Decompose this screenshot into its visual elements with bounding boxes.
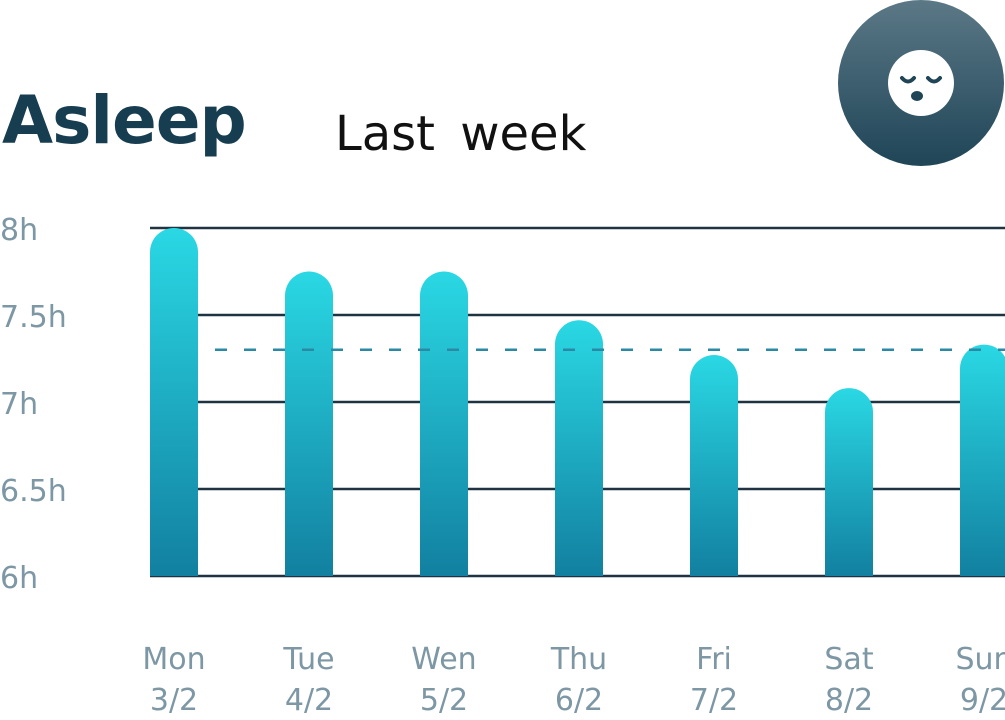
x-tick-day-label: Wen bbox=[411, 642, 476, 677]
x-tick-date-label: 3/2 bbox=[150, 683, 198, 718]
x-tick-day-label: Thu bbox=[550, 642, 607, 677]
x-tick-date-label: 6/2 bbox=[555, 683, 603, 718]
y-tick-label: 7h bbox=[0, 387, 38, 422]
y-tick-label: 6.5h bbox=[0, 474, 67, 509]
sleep-badge bbox=[838, 0, 1004, 166]
y-tick-label: 7.5h bbox=[0, 300, 67, 335]
x-tick-day-label: Mon bbox=[142, 642, 205, 677]
bar-thu bbox=[555, 320, 603, 576]
y-tick-label: 6h bbox=[0, 561, 38, 596]
x-tick-date-label: 7/2 bbox=[690, 683, 738, 718]
x-tick-day-label: Sat bbox=[824, 642, 873, 677]
y-axis-ticks: 6h 6.5h 7h 7.5h 8h bbox=[0, 213, 67, 596]
x-tick-date-label: 5/2 bbox=[420, 683, 468, 718]
bar-mon bbox=[150, 228, 198, 576]
bar-sat bbox=[825, 388, 873, 576]
x-axis-ticks: Mon 3/2 Tue 4/2 Wen 5/2 Thu 6/2 Fri 7/2 Sat 8/2 Sun 9… bbox=[142, 642, 1005, 718]
period-label: Last week bbox=[335, 106, 587, 162]
x-tick-day-label: Fri bbox=[696, 642, 732, 677]
bar-tue bbox=[285, 271, 333, 576]
sleeping-face-icon bbox=[888, 50, 954, 116]
x-tick-date-label: 8/2 bbox=[825, 683, 873, 718]
x-tick-day-label: Sun bbox=[955, 642, 1005, 677]
bar-sun bbox=[960, 344, 1005, 576]
x-tick-day-label: Tue bbox=[282, 642, 334, 677]
bar-wen bbox=[420, 271, 468, 576]
y-tick-label: 8h bbox=[0, 213, 38, 248]
bar-fri bbox=[690, 355, 738, 576]
x-tick-date-label: 9/2 bbox=[960, 683, 1005, 718]
bars bbox=[150, 228, 1005, 576]
page-title: Asleep bbox=[2, 82, 247, 159]
x-tick-date-label: 4/2 bbox=[285, 683, 333, 718]
